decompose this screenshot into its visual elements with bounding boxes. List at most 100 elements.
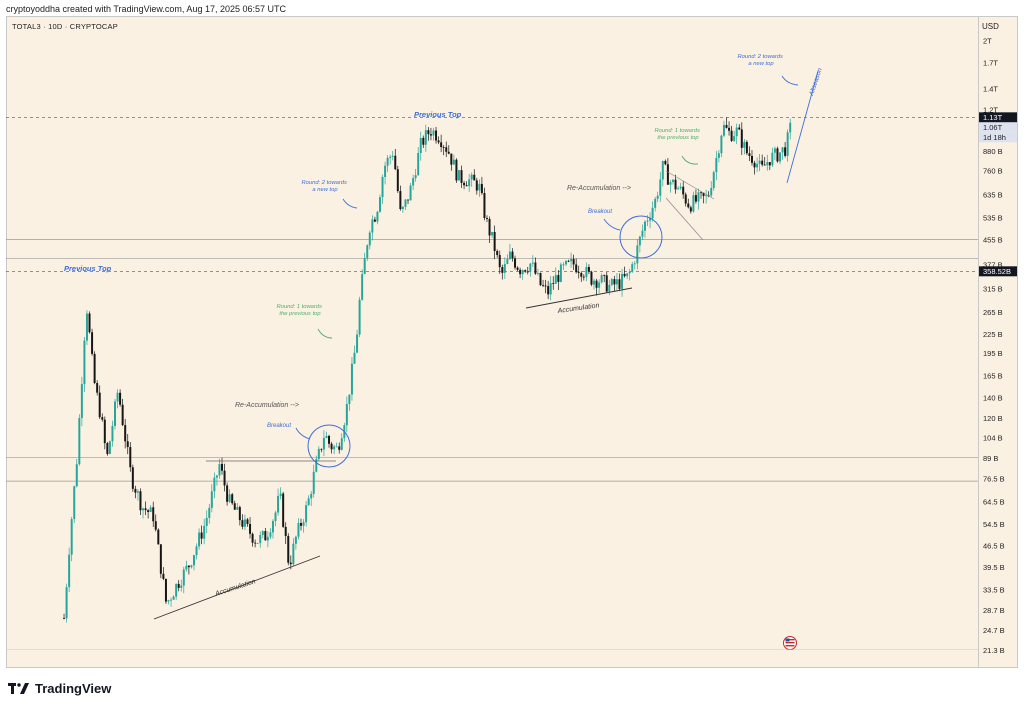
candle-body: [577, 272, 580, 274]
y-tick-label: 1.4T: [983, 85, 998, 94]
candle-body: [264, 531, 267, 541]
y-tick-label: 28.7 B: [983, 606, 1005, 615]
y-tick-label: 2T: [983, 37, 992, 46]
y-tick-label: 76.5 B: [983, 475, 1005, 484]
candle-body: [152, 507, 155, 522]
candle-body: [463, 182, 466, 186]
candle-body: [358, 299, 361, 335]
candle-body: [649, 218, 652, 221]
candle-body: [147, 510, 150, 512]
candle-body: [651, 207, 654, 219]
y-tick-label: 1.7T: [983, 59, 998, 68]
candle-body: [435, 130, 438, 141]
candle-body: [340, 438, 343, 450]
y-tick-label: 315 B: [983, 285, 1003, 294]
price-tag-secondary-box: [979, 122, 1017, 133]
candle-body: [756, 163, 759, 168]
currency-selector[interactable]: USD: [982, 22, 999, 31]
candle-body: [271, 521, 274, 533]
candle-body: [414, 175, 417, 179]
candle-body: [559, 264, 562, 282]
candle-body: [536, 272, 539, 274]
candle-body: [269, 532, 272, 537]
candle-body: [399, 191, 402, 210]
label-round1-2024: Round: 1 towards the previous top: [654, 128, 701, 141]
candle-body: [570, 259, 573, 262]
candle-body: [684, 194, 687, 204]
candle-body: [218, 463, 221, 476]
candle-body: [761, 160, 764, 165]
arrow-round2-2025: [781, 75, 799, 86]
candle-body: [368, 232, 371, 246]
price-tag-current-box: [979, 112, 1017, 123]
candle-body: [396, 169, 399, 192]
candle-body: [320, 448, 323, 450]
label-reaccumulation-2020: Re-Accumulation -->: [235, 402, 299, 409]
label-altseason: Altseason: [808, 67, 824, 98]
candle-body: [170, 599, 173, 601]
tradingview-logo[interactable]: TradingView: [8, 681, 111, 696]
y-tick-label: 1.2T: [983, 105, 998, 114]
candle-body: [738, 127, 741, 130]
candle-body: [682, 186, 685, 195]
candle-body: [373, 219, 376, 222]
us-flag-icon[interactable]: [783, 636, 797, 650]
y-tick-label: 455 B: [983, 235, 1003, 244]
candle-body: [440, 142, 443, 148]
candle-body: [618, 279, 621, 289]
candle-body: [88, 313, 91, 333]
candle-body: [108, 441, 111, 454]
candle-body: [643, 221, 646, 231]
label-round1-2020-line1: Round: 1 towards: [276, 304, 322, 310]
candle-body: [305, 505, 308, 523]
candle-body: [139, 491, 142, 511]
candle-body: [91, 332, 94, 354]
candle-body: [615, 279, 618, 285]
candle-body: [124, 425, 127, 442]
candle-body: [198, 532, 201, 547]
candle-body: [539, 272, 542, 286]
candle-body: [371, 219, 374, 233]
candle-body: [274, 512, 277, 522]
candle-body: [712, 172, 715, 188]
candle-body: [129, 447, 132, 468]
candle-body: [717, 153, 720, 158]
candle-body: [580, 273, 583, 277]
label-previous-top-2017: Previous Top: [64, 264, 112, 273]
candle-body: [294, 536, 297, 544]
price-chart[interactable]: Previous Top Previous Top Round: 1 towar…: [6, 16, 978, 650]
candle-body: [480, 183, 483, 194]
candle-body: [299, 523, 302, 526]
candle-body: [167, 600, 170, 602]
candle-body: [450, 153, 453, 165]
chart-panel: [6, 16, 1018, 668]
candle-body: [73, 486, 76, 520]
candle-body: [231, 494, 234, 504]
tradingview-logo-text: TradingView: [35, 681, 112, 696]
candle-body: [289, 562, 292, 565]
candle-body: [758, 160, 761, 164]
candle-body: [391, 155, 394, 157]
candle-body: [185, 565, 188, 570]
label-round2-2020: Round: 2 towards a new top: [301, 180, 348, 193]
candle-body: [511, 251, 514, 259]
candle-body: [162, 573, 165, 579]
candle-body: [661, 160, 664, 180]
candle-body: [526, 271, 529, 273]
altseason-trendline: [786, 70, 819, 184]
candle-body: [457, 170, 460, 181]
candle-body: [605, 275, 608, 292]
candle-body: [70, 519, 73, 555]
candle-body: [641, 230, 644, 237]
candle-body: [259, 535, 262, 544]
candle-body: [164, 578, 167, 602]
candle-body: [779, 152, 782, 162]
candle-body: [557, 275, 560, 282]
candle-body: [687, 203, 690, 208]
candle-body: [562, 264, 565, 266]
candlestick-series: [63, 117, 792, 623]
candle-body: [407, 199, 410, 201]
candle-body: [427, 130, 430, 135]
candle-body: [101, 417, 104, 420]
chart-attribution: cryptoyoddha created with TradingView.co…: [6, 4, 287, 14]
